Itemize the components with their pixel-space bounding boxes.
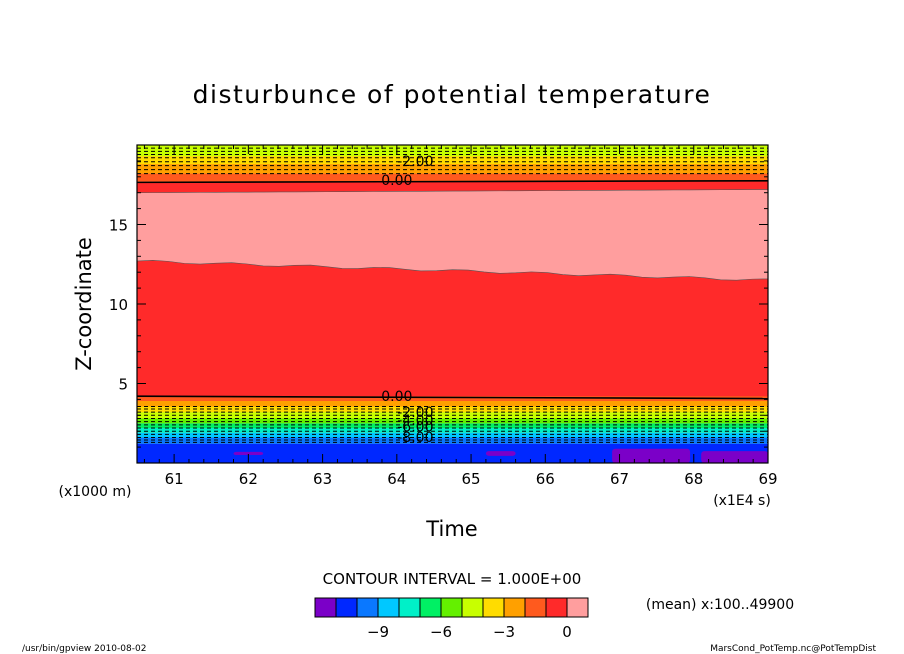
colorbar-tick-label: −9: [367, 623, 389, 641]
plot-area: -2.000.000.00-2.00-4.00-6.00-8.00: [136, 144, 769, 464]
field-band: [137, 180, 768, 193]
x-tick-label: 61: [165, 470, 184, 488]
x-axis-label: Time: [425, 517, 477, 541]
colorbar-swatch: [524, 597, 547, 618]
x-tick-label: 67: [610, 470, 629, 488]
field-band: [137, 428, 768, 433]
colorbar-swatch: [377, 597, 400, 618]
contour-line-zero: [136, 395, 769, 400]
contour-label: -2.00: [397, 154, 433, 170]
x-tick-label: 65: [462, 470, 481, 488]
x-tick-label: 69: [758, 470, 777, 488]
contour-label: 0.00: [381, 173, 412, 189]
field-band: [137, 443, 768, 463]
field-patch: [485, 451, 516, 456]
field-band: [137, 156, 768, 165]
y-tick-label: 5: [118, 376, 128, 394]
contour-label: -6.00: [397, 419, 433, 435]
colorbar-swatch: [440, 597, 463, 618]
field-band: [137, 396, 768, 401]
colorbar-swatch: [314, 597, 337, 618]
y-axis-unit: (x1000 m): [59, 484, 132, 500]
colorbar-tick-label: −6: [430, 623, 452, 641]
colorbar-swatch: [503, 597, 526, 618]
mean-range-text: (mean) x:100..49900: [646, 597, 794, 613]
colorbar-tick-label: 0: [562, 623, 572, 641]
chart-title: disturbunce of potential temperature: [193, 80, 712, 109]
x-tick-label: 62: [239, 470, 258, 488]
field-patch: [612, 448, 691, 463]
field-band: [137, 432, 768, 438]
field-band: [137, 260, 768, 399]
field-patch: [701, 451, 768, 463]
contour-line-positive: [136, 189, 769, 193]
x-axis: 61 62 63 64 65 66 67 68 69: [165, 470, 778, 488]
field-band: [137, 418, 768, 424]
colorbar-swatch: [356, 597, 379, 618]
contour-labels: -2.000.000.00-2.00-4.00-6.00-8.00: [381, 154, 433, 446]
field-band: [137, 145, 768, 157]
x-tick-label: 66: [536, 470, 555, 488]
colorbar-swatch: [398, 597, 421, 618]
colorbar-swatch: [461, 597, 484, 618]
footer-left: /usr/bin/gpview 2010-08-02: [22, 644, 146, 654]
contour-label: -8.00: [397, 430, 433, 446]
colorbar-swatch: [335, 597, 358, 618]
colorbar: −9 −6 −3 0: [314, 597, 589, 641]
contour-label: 0.00: [381, 389, 412, 405]
field-band: [137, 164, 768, 174]
x-tick-label: 63: [313, 470, 332, 488]
contour-label: -4.00: [397, 413, 433, 429]
x-tick-label: 64: [387, 470, 406, 488]
colorbar-swatch: [566, 597, 589, 618]
y-axis-label: Z-coordinate: [72, 237, 96, 371]
colorbar-swatch: [419, 597, 442, 618]
contour-interval-text: CONTOUR INTERVAL = 1.000E+00: [323, 570, 582, 588]
contour-line-positive: [136, 260, 769, 281]
field-band: [137, 437, 768, 444]
colorbar-tick-label: −3: [493, 623, 515, 641]
field-patch: [233, 451, 264, 456]
y-tick-label: 10: [109, 296, 128, 314]
contour-lines: [136, 147, 769, 443]
contour-line-zero: [136, 179, 769, 184]
footer-right: MarsCond_PotTemp.nc@PotTempDist: [710, 644, 876, 654]
field-band: [137, 400, 768, 407]
axis-ticks: [137, 145, 769, 463]
field-band: [137, 423, 768, 429]
y-axis: 5 10 15: [109, 217, 128, 394]
x-tick-label: 68: [684, 470, 703, 488]
colorbar-swatch: [545, 597, 568, 618]
field-band: [137, 173, 768, 182]
contour-label: -2.00: [397, 405, 433, 421]
colorbar-swatch: [482, 597, 505, 618]
x-axis-unit: (x1E4 s): [713, 493, 771, 509]
y-tick-label: 15: [109, 217, 128, 235]
